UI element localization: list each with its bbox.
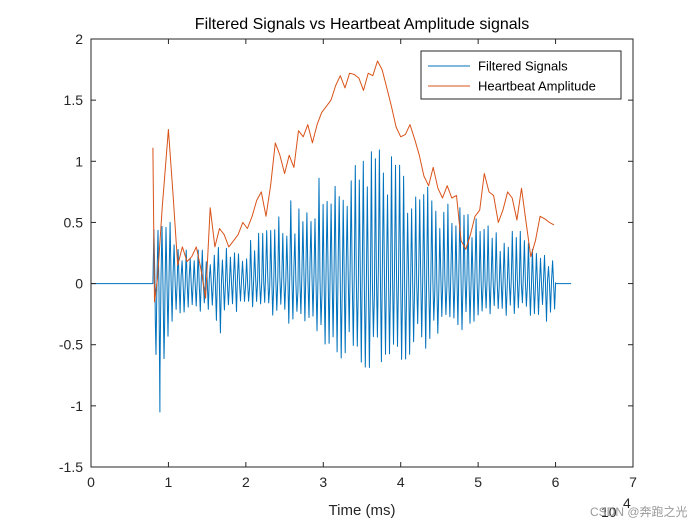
x-tick-label: 3: [319, 474, 327, 490]
y-tick-label: 0: [75, 276, 83, 292]
axes-box: [90, 38, 634, 468]
y-tick-label: -0.5: [59, 337, 83, 353]
y-tick-label: 2: [75, 31, 83, 47]
x-tick-label: 6: [552, 474, 560, 490]
x-tick-label: 1: [165, 474, 173, 490]
legend-box: [420, 50, 622, 100]
series-heartbeat-amplitude: [152, 60, 555, 303]
y-tick-label: 1: [75, 153, 83, 169]
series-layer: [91, 60, 572, 413]
x-tick-label: 5: [474, 474, 482, 490]
x-tick-label: 2: [242, 474, 250, 490]
y-tick-label: -1: [71, 398, 84, 414]
x-tick-label: 0: [87, 474, 95, 490]
x-exponent-base: 10: [601, 504, 617, 520]
x-tick-label: 7: [629, 474, 637, 490]
series-filtered-signals: [91, 149, 572, 413]
chart-title: Filtered Signals vs Heartbeat Amplitude …: [195, 16, 529, 33]
legend-label-heartbeat: Heartbeat Amplitude: [478, 79, 596, 94]
legend: Filtered Signals Heartbeat Amplitude: [420, 50, 622, 100]
x-exponent-power: 4: [623, 495, 631, 511]
x-axis-title: Time (ms): [329, 502, 396, 519]
y-tick-label: -1.5: [59, 459, 83, 475]
x-tick-label: 4: [397, 474, 405, 490]
axes-layer: 0 1 2 3 4 5 6 7 -1.5 -1 -0.5 0 0.5 1 1.5 2: [59, 31, 637, 490]
y-tick-label: 0.5: [64, 214, 84, 230]
legend-label-filtered: Filtered Signals: [478, 59, 568, 74]
y-tick-label: 1.5: [64, 92, 84, 108]
watermark: CSDN @奔跑之光: [590, 505, 688, 519]
